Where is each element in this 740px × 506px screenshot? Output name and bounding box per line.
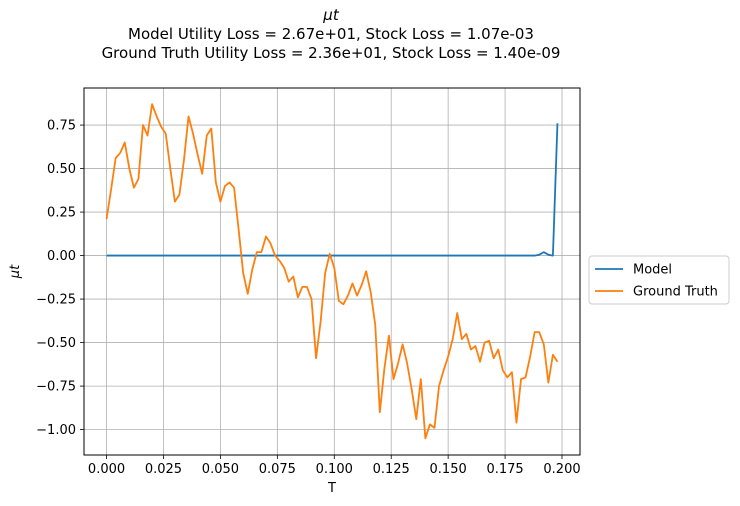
chart-title: μt bbox=[323, 6, 339, 24]
chart-subtitle-model: Model Utility Loss = 2.67e+01, Stock Los… bbox=[128, 25, 534, 43]
chart-titles: μt Model Utility Loss = 2.67e+01, Stock … bbox=[0, 6, 662, 63]
legend: Model Ground Truth bbox=[588, 255, 730, 305]
legend-frame bbox=[588, 255, 730, 305]
x-axis-label: T bbox=[327, 481, 336, 496]
y-tick-label: 0.25 bbox=[47, 206, 76, 221]
axis-ticks: 0.000 0.025 0.050 0.075 0.100 0.125 0.150 0.175… bbox=[36, 119, 580, 477]
series-line-ground-truth bbox=[105, 103, 559, 440]
x-tick-label: 0.125 bbox=[373, 462, 410, 477]
y-tick-label: −0.50 bbox=[36, 336, 76, 351]
x-tick-label: 0.100 bbox=[316, 462, 353, 477]
x-tick-label: 0.075 bbox=[259, 462, 296, 477]
y-tick-label: −0.75 bbox=[36, 380, 76, 395]
plot-frame bbox=[83, 87, 581, 456]
y-tick-label: −0.25 bbox=[36, 293, 76, 308]
y-tick-label: 0.00 bbox=[47, 249, 76, 264]
y-axis-label: μt bbox=[8, 264, 23, 279]
grid bbox=[84, 88, 580, 455]
series-layer bbox=[105, 103, 559, 440]
x-tick-label: 0.000 bbox=[88, 462, 125, 477]
y-tick-label: 0.75 bbox=[47, 119, 76, 134]
series-line-model bbox=[106, 123, 559, 257]
y-tick-label: −1.00 bbox=[36, 423, 76, 438]
x-tick-label: 0.200 bbox=[543, 462, 580, 477]
legend-label-ground-truth: Ground Truth bbox=[633, 285, 718, 300]
x-tick-label: 0.025 bbox=[145, 462, 182, 477]
legend-label-model: Model bbox=[633, 263, 672, 278]
x-tick-label: 0.150 bbox=[430, 462, 467, 477]
y-tick-label: 0.50 bbox=[47, 162, 76, 177]
x-tick-label: 0.175 bbox=[486, 462, 523, 477]
chart-subtitle-ground-truth: Ground Truth Utility Loss = 2.36e+01, St… bbox=[101, 44, 561, 62]
x-tick-label: 0.050 bbox=[202, 462, 239, 477]
